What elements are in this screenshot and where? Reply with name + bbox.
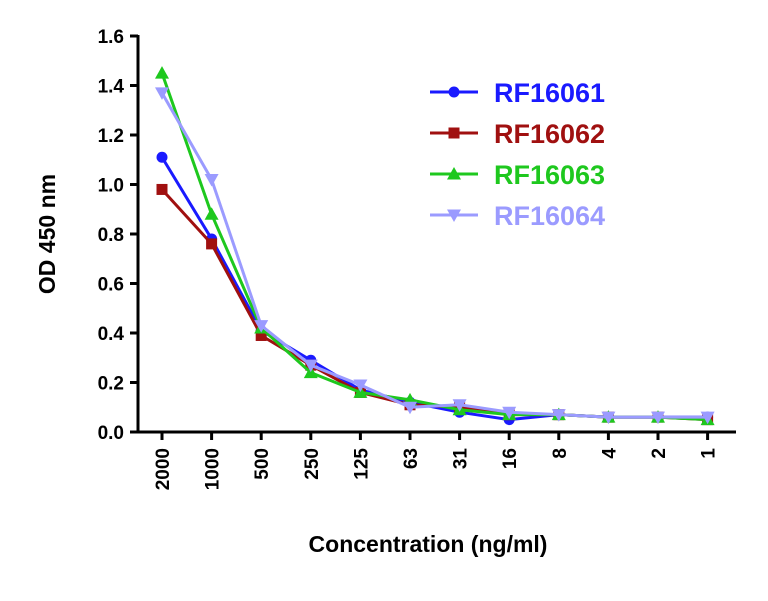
data-point <box>303 359 318 373</box>
x-axis-title: Concentration (ng/ml) <box>309 531 548 557</box>
data-point <box>353 379 368 392</box>
legend-item-RF16061: RF16061 <box>430 78 605 108</box>
series-line <box>160 188 708 422</box>
axes: 0.0 0.2 0.4 0.6 0.8 1.0 1.2 1.4 1.6 2000 1000 500 25… <box>98 27 736 490</box>
data-point <box>502 406 517 420</box>
data-point <box>155 66 169 79</box>
legend-marker <box>447 167 461 180</box>
series-RF16063 <box>155 66 715 426</box>
x-tick-label: 500 <box>252 448 273 480</box>
legend-item-RF16063: RF16063 <box>430 160 605 190</box>
data-point <box>204 174 219 187</box>
y-tick-label: 1.6 <box>98 27 124 48</box>
y-tick-label: 1.4 <box>98 77 125 98</box>
y-tick-label: 0.4 <box>98 324 125 345</box>
y-tick-label: 0.6 <box>98 275 124 296</box>
legend-item-RF16064: RF16064 <box>430 201 605 231</box>
legend-marker <box>447 209 461 222</box>
data-point <box>254 320 269 333</box>
y-tick-label: 0.0 <box>98 423 124 444</box>
data-point <box>156 183 168 195</box>
legend-marker <box>448 127 460 139</box>
x-tick-label: 250 <box>302 448 323 480</box>
series-line <box>160 72 708 422</box>
plot-area <box>155 66 715 426</box>
legend-label: RF16062 <box>494 119 605 149</box>
x-tick-label: 4 <box>599 448 620 459</box>
legend-label: RF16064 <box>494 201 605 231</box>
x-tick-label: 1 <box>699 448 720 459</box>
data-point <box>155 87 169 100</box>
legend-label: RF16063 <box>494 160 605 190</box>
y-tick-label: 0.8 <box>98 225 124 246</box>
legend-marker <box>448 86 460 98</box>
y-tick-label: 0.2 <box>98 374 124 395</box>
y-tick-label: 1.2 <box>98 126 124 147</box>
data-point <box>601 411 616 425</box>
x-tick-label: 2000 <box>153 448 174 490</box>
y-axis-title: OD 450 nm <box>34 174 60 294</box>
series-RF16062 <box>156 183 714 426</box>
legend-item-RF16062: RF16062 <box>430 119 605 149</box>
legend-label: RF16061 <box>494 78 605 108</box>
x-tick-label: 125 <box>351 448 372 480</box>
data-point <box>403 401 417 415</box>
series-line <box>160 92 708 419</box>
data-point <box>452 399 467 412</box>
x-tick-label: 63 <box>401 448 422 469</box>
legend: RF16061 RF16062 RF16063 RF16064 <box>430 78 605 231</box>
data-point <box>651 411 665 425</box>
x-tick-label: 16 <box>500 448 521 469</box>
data-point <box>156 151 168 163</box>
x-tick-label: 8 <box>550 448 571 459</box>
data-point <box>700 411 715 425</box>
x-tick-label: 2 <box>649 448 670 459</box>
data-point <box>255 329 267 341</box>
data-point <box>206 238 218 250</box>
x-tick-label: 1000 <box>203 448 224 490</box>
y-tick-label: 1.0 <box>98 176 124 197</box>
series-RF16061 <box>156 151 714 426</box>
x-tick-label: 31 <box>451 448 472 470</box>
data-point <box>551 409 566 422</box>
series-RF16064 <box>155 87 715 425</box>
data-point <box>204 207 219 220</box>
